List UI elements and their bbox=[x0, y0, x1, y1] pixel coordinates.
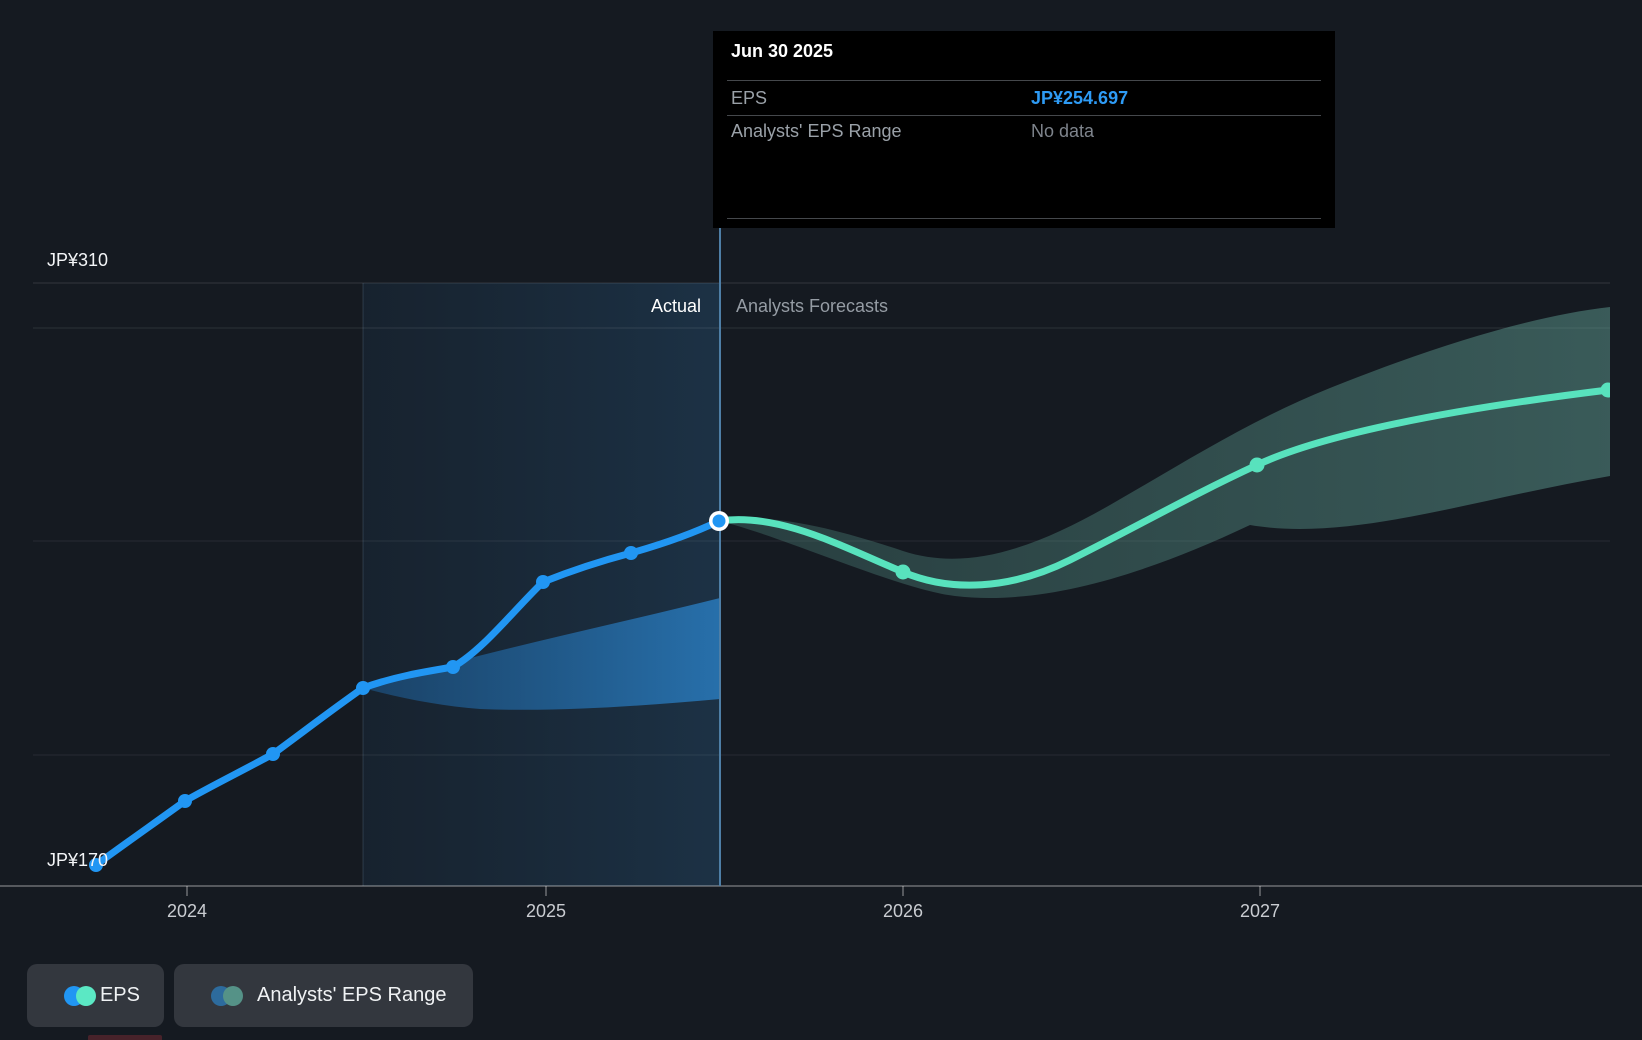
forecast-phase-label: Analysts Forecasts bbox=[736, 296, 889, 316]
legend-range-label: Analysts' EPS Range bbox=[257, 984, 447, 1006]
tooltip-row-range: Analysts' EPS Range No data bbox=[731, 121, 1321, 142]
x-axis-ticks bbox=[186, 886, 1261, 896]
actual-data-points[interactable] bbox=[89, 546, 638, 872]
data-point bbox=[266, 747, 280, 761]
legend-item-analysts-range[interactable]: Analysts' EPS Range bbox=[174, 964, 473, 1027]
data-point bbox=[89, 858, 103, 872]
data-point-2026 bbox=[895, 564, 911, 580]
tooltip-divider bbox=[727, 218, 1321, 219]
tooltip-divider bbox=[727, 80, 1321, 81]
eps-series-icon bbox=[64, 985, 96, 1007]
data-point bbox=[624, 546, 638, 560]
analysts-range-band-actual bbox=[363, 598, 720, 710]
tooltip-divider bbox=[727, 115, 1321, 116]
x-axis-label-2025: 2025 bbox=[525, 901, 567, 921]
chart-legend: EPS Analysts' EPS Range bbox=[0, 964, 1642, 1027]
tooltip-range-value: No data bbox=[1031, 121, 1095, 141]
tooltip-eps-value: JP¥254.697 bbox=[1031, 88, 1129, 108]
tooltip-range-label: Analysts' EPS Range bbox=[731, 121, 902, 141]
x-axis-label-2026: 2026 bbox=[882, 901, 924, 921]
x-axis-label-2027: 2027 bbox=[1239, 901, 1281, 921]
y-axis-label-bottom: JP¥170 bbox=[47, 850, 109, 870]
actual-phase-label: Actual bbox=[650, 296, 701, 316]
data-point-end bbox=[1600, 382, 1610, 398]
range-series-icon bbox=[211, 985, 245, 1007]
data-point bbox=[446, 660, 460, 674]
forecast-data-points[interactable] bbox=[895, 382, 1616, 580]
data-point bbox=[178, 794, 192, 808]
eps-forecast-line bbox=[715, 386, 1610, 589]
tooltip-date: Jun 30 2025 bbox=[731, 41, 834, 61]
analysts-range-band-forecast bbox=[719, 307, 1610, 598]
data-point bbox=[356, 681, 370, 695]
legend-item-eps[interactable]: EPS bbox=[27, 964, 164, 1027]
chart-tooltip: Jun 30 2025 EPS JP¥254.697 Analysts' EPS… bbox=[713, 31, 1335, 228]
data-point-2027 bbox=[1249, 457, 1265, 473]
scroll-indicator-fragment bbox=[88, 1035, 162, 1040]
tooltip-eps-label: EPS bbox=[731, 88, 768, 108]
data-point bbox=[536, 575, 550, 589]
x-axis-label-2024: 2024 bbox=[166, 901, 208, 921]
tooltip-row-eps: EPS JP¥254.697 bbox=[731, 88, 1321, 109]
y-axis-label-top: JP¥310 bbox=[47, 250, 109, 270]
legend-eps-label: EPS bbox=[99, 984, 140, 1006]
selected-data-point[interactable] bbox=[709, 511, 729, 531]
